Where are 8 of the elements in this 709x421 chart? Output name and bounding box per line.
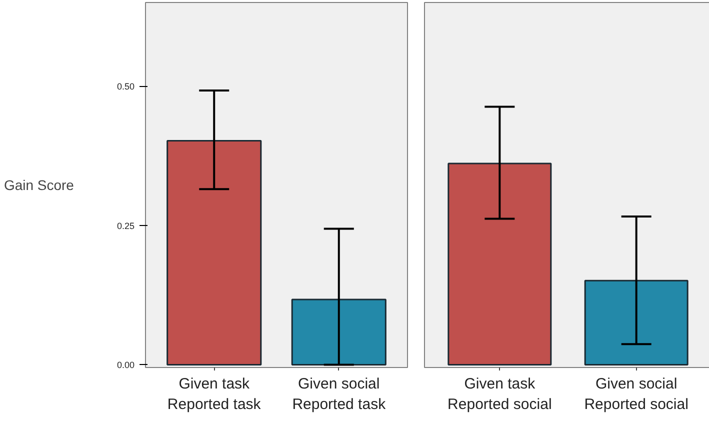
x-tick-label: Given social Reported social <box>584 376 688 413</box>
y-tick-label: 0.00 <box>116 360 135 370</box>
x-tick-label: Given task Reported task <box>167 376 262 413</box>
x-tick-label: Given task Reported social <box>448 376 552 413</box>
x-tick-label: Given social Reported task <box>292 376 386 413</box>
y-axis-title: Gain Score <box>4 177 74 193</box>
y-tick-label: 0.25 <box>116 220 135 231</box>
y-tick-label: 0.50 <box>116 82 135 92</box>
